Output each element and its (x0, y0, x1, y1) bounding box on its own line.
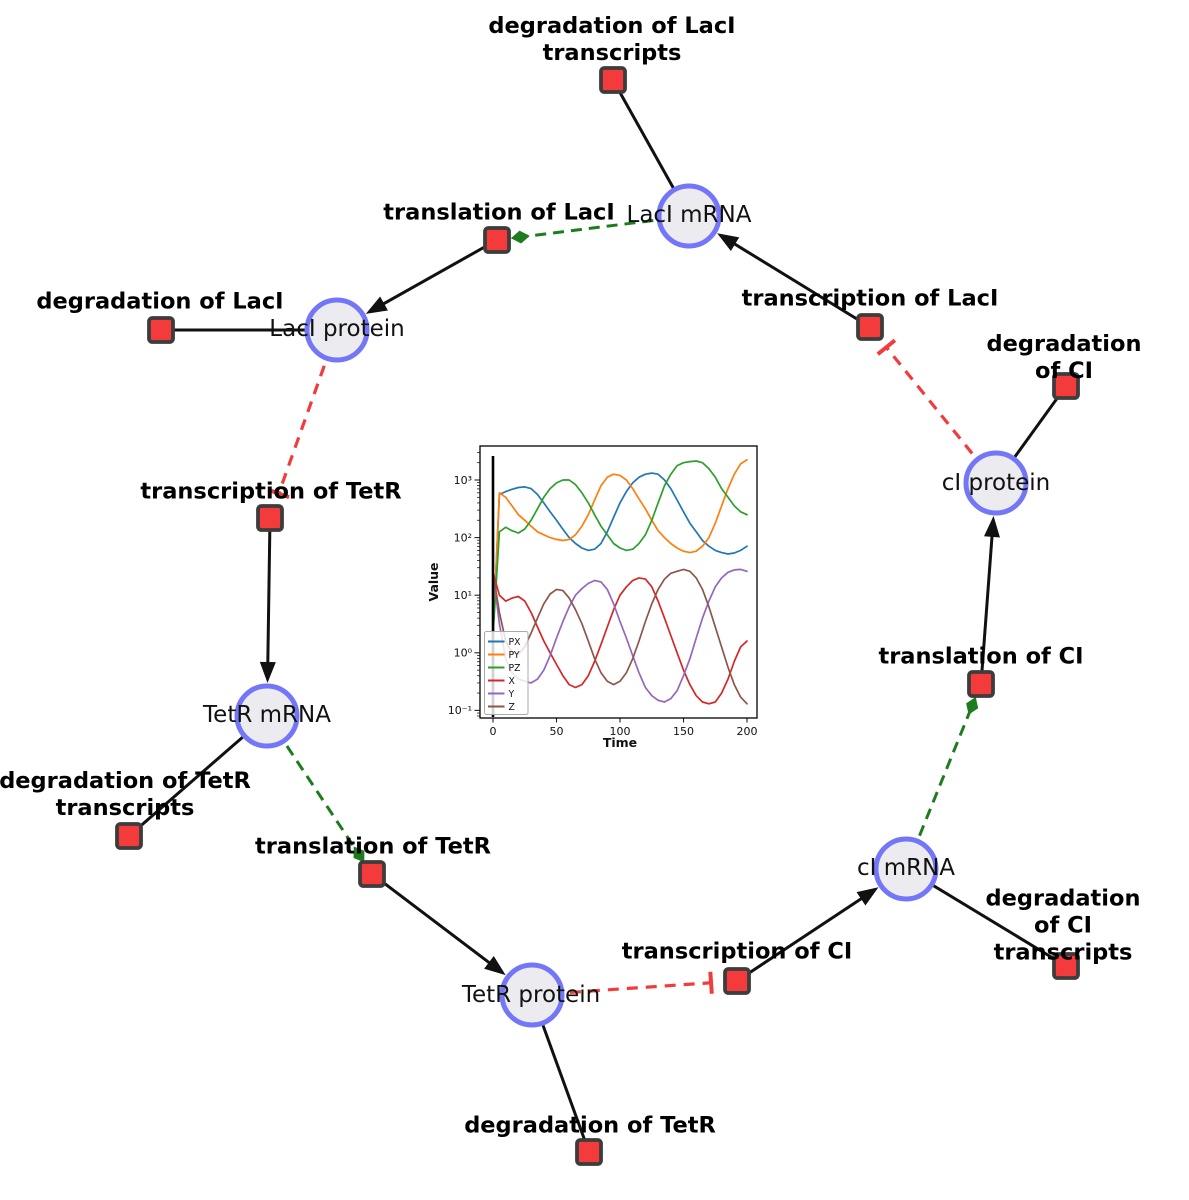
x-tick-label: 100 (610, 725, 631, 738)
edge-transcription_lacI-to-lacI_mRNA-arrowhead (717, 233, 740, 252)
edge-transcription_cI-to-cI_mRNA-production-line (736, 893, 868, 983)
species-node-cI_protein (963, 450, 1029, 516)
edge-translation_tetR-to-tetR_protein-production-line (371, 872, 496, 968)
plot-axes-box (479, 445, 758, 719)
y-tick-label: 10⁰ (454, 647, 473, 660)
reaction-node-transcription_lacI (856, 313, 884, 341)
x-axis-title: Time (603, 735, 637, 750)
reaction-node-deg_lacI_transcripts (599, 66, 627, 94)
reaction-node-translation_cI (967, 670, 995, 698)
edge-translation_cI-to-cI_protein-arrowhead (984, 515, 1000, 538)
species-node-cI_mRNA (873, 836, 939, 902)
curve-Y (492, 568, 748, 703)
y-axis-title: Value (426, 562, 441, 601)
species-node-lacI_protein (304, 297, 370, 363)
edge-transcription_tetR-to-tetR_mRNA-production-line (266, 517, 272, 670)
edge-transcription_lacI-to-lacI_mRNA-production-line (728, 239, 871, 329)
reaction-node-translation_tetR (358, 860, 386, 888)
legend-label-PX: PX (509, 637, 522, 648)
edge-tetR_protein-to-transcription_cI-tbar (708, 971, 714, 994)
x-tick-label: 50 (550, 725, 564, 738)
x-tick-label: 200 (737, 725, 758, 738)
edge-tetR_mRNA-to-translation_tetR-diamond-head (353, 846, 365, 863)
edge-cI_mRNA-to-translation_cI-diamond-head (966, 696, 979, 715)
reaction-node-deg_lacI (147, 316, 175, 344)
edge-lacI_protein-to-transcription_tetR-tbar (267, 487, 290, 500)
edge-transcription_tetR-to-tetR_mRNA-arrowhead (259, 661, 276, 684)
plot-legend: PX PY PZ XYZ (484, 631, 529, 715)
edge-transcription_cI-to-cI_mRNA-arrowhead (856, 887, 879, 906)
y-tick-label: 10⁻¹ (448, 704, 472, 717)
curve-Z (492, 568, 748, 705)
edge-translation_lacI-to-lacI_protein-production-line (377, 238, 498, 309)
species-node-tetR_mRNA (234, 683, 300, 749)
legend-label-X: X (509, 676, 516, 687)
reaction-node-transcription_tetR (256, 504, 284, 532)
reaction-node-deg_tetR_transcripts (115, 822, 143, 850)
curve-PY (492, 458, 748, 637)
reaction-node-deg_cI (1052, 372, 1080, 400)
y-tick-label: 10³ (454, 474, 472, 487)
x-tick-label: 150 (673, 725, 694, 738)
legend-label-PY: PY (509, 650, 520, 661)
y-tick-label: 10¹ (454, 589, 472, 602)
species-node-tetR_protein (499, 962, 565, 1028)
reaction-node-deg_tetR (575, 1138, 603, 1166)
legend-label-Z: Z (509, 702, 515, 713)
y-tick-label: 10² (454, 531, 472, 544)
legend-box (484, 631, 529, 715)
species-node-lacI_mRNA (656, 183, 722, 249)
legend-label-PZ: PZ (509, 663, 521, 674)
x-tick-label: 0 (490, 725, 497, 738)
edge-translation_cI-to-cI_protein-production-line (979, 529, 994, 685)
reaction-node-transcription_cI (723, 967, 751, 995)
reaction-node-translation_lacI (483, 226, 511, 254)
legend-label-Y: Y (508, 689, 515, 700)
edge-translation_lacI-to-lacI_protein-arrowhead (365, 296, 388, 314)
reaction-node-deg_cI_transcripts (1052, 952, 1080, 980)
edge-lacI_mRNA-to-translation_lacI-diamond-head (510, 230, 530, 244)
oscillation-plot: 10⁻¹ 10⁰ 10¹ 10² 10³ 0 50 100 150 200 PX PY PZ XYZ Tim… (426, 445, 758, 750)
curve-PZ (492, 460, 748, 637)
edge-cI_protein-to-transcription_lacI-tbar (876, 338, 897, 356)
edge-translation_tetR-to-tetR_protein-arrowhead (484, 956, 506, 976)
